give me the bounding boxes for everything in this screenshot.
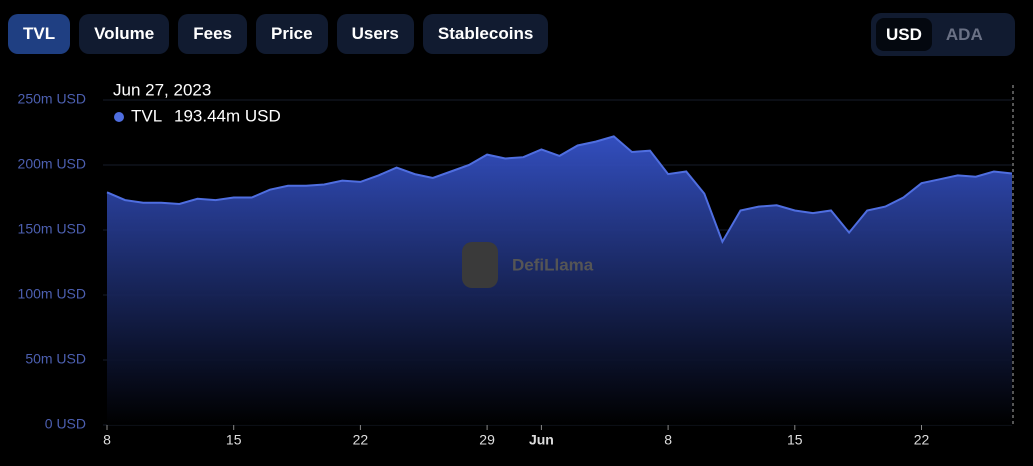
y-tick-label: 250m USD xyxy=(18,91,86,107)
y-tick-label: 100m USD xyxy=(18,286,86,302)
tab-button[interactable]: Price xyxy=(256,14,328,54)
area-fill xyxy=(107,136,1012,425)
y-tick-label: 0 USD xyxy=(45,416,86,432)
tab-button[interactable]: Stablecoins xyxy=(422,14,549,54)
tab-button[interactable]: TVL xyxy=(8,14,71,54)
x-tick-label: 8 xyxy=(664,432,672,448)
currency-button[interactable]: ADA xyxy=(945,24,983,44)
tab-button[interactable]: Fees xyxy=(178,14,247,54)
tab-button[interactable]: Volume xyxy=(79,14,170,54)
watermark: DefiLlama xyxy=(512,255,594,274)
x-tick-label: 22 xyxy=(914,432,930,448)
watermark-logo xyxy=(462,242,498,288)
tooltip-series: TVL xyxy=(131,106,162,125)
x-tick-label: 15 xyxy=(226,432,242,448)
line xyxy=(106,135,1013,245)
x-tick-label: Jun xyxy=(529,432,554,448)
tab-bar: TVL Volume Fees Price Users Stablecoins xyxy=(8,14,549,54)
tooltip-date: Jun 27, 2023 xyxy=(113,80,211,99)
y-tick-label: 200m USD xyxy=(18,156,86,172)
x-tick-label: 22 xyxy=(353,432,369,448)
tooltip-dot xyxy=(114,112,124,122)
tooltip-value: 193.44m USD xyxy=(174,106,281,125)
x-tick-label: 15 xyxy=(787,432,803,448)
y-tick-label: 150m USD xyxy=(18,221,86,237)
x-tick-label: 8 xyxy=(103,432,111,448)
currency-toggle: USD ADA xyxy=(871,13,1015,56)
y-tick-label: 50m USD xyxy=(25,351,86,367)
x-tick-label: 29 xyxy=(479,432,495,448)
currency-button[interactable]: USD xyxy=(876,18,932,51)
tab-button[interactable]: Users xyxy=(336,14,414,54)
